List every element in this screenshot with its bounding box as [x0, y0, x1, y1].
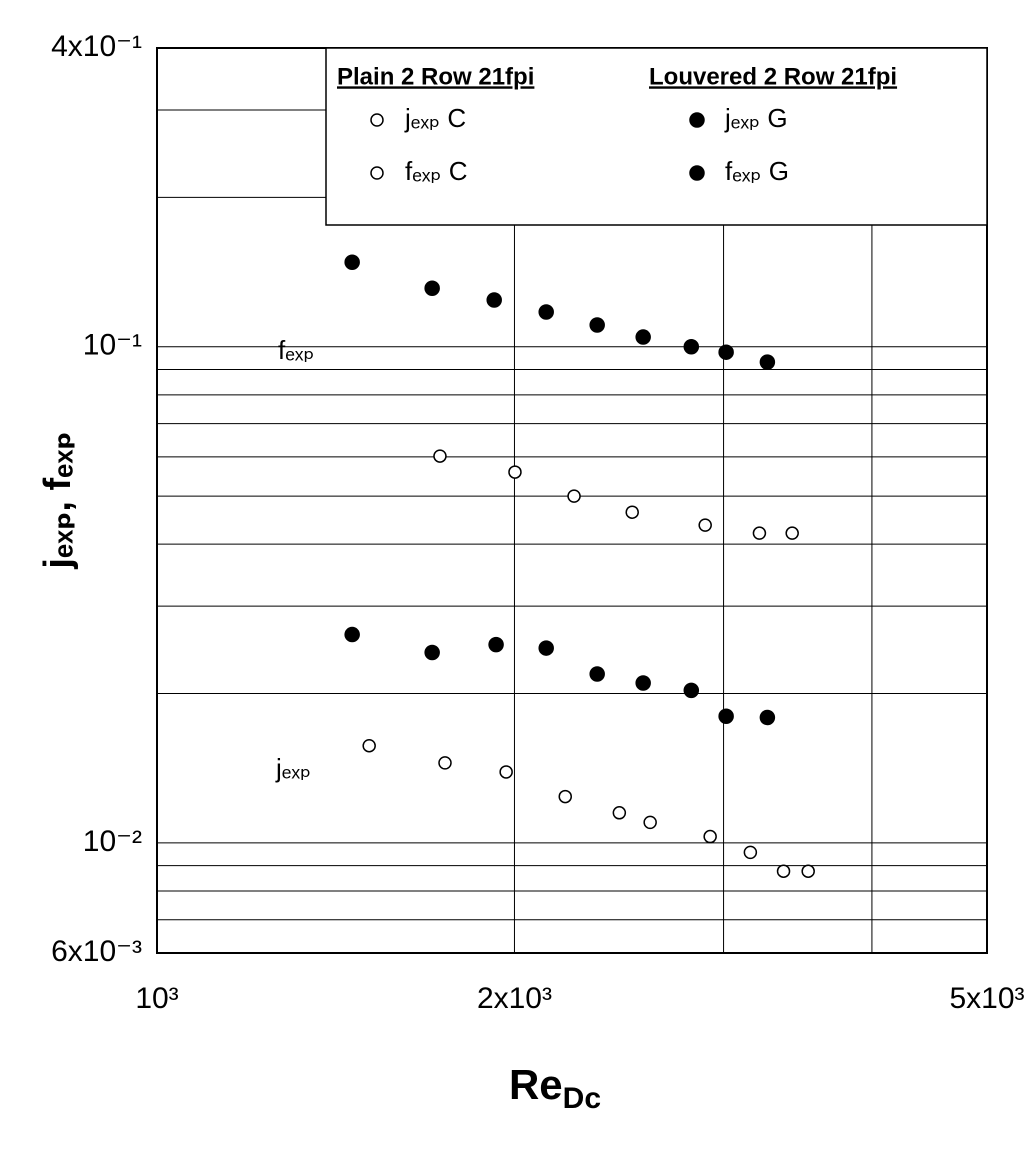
data-point [625, 505, 639, 519]
data-point [362, 738, 376, 753]
x-axis-label-main: Re [509, 1061, 563, 1108]
data-point [635, 329, 651, 345]
legend-label: fₑₓₚ G [725, 156, 789, 186]
y-tick-label: 6x10⁻³ [51, 935, 142, 968]
legend-box [325, 47, 988, 226]
data-point [759, 709, 776, 726]
annotation: jₑₓₚ [275, 753, 311, 783]
y-axis-label: jₑₓₚ, fₑₓₚ [37, 431, 79, 569]
x-tick-label: 5x10³ [949, 982, 1024, 1015]
x-axis-label: ReDc [509, 1061, 601, 1115]
data-point [589, 666, 605, 682]
x-axis-label-subscript: Dc [563, 1082, 601, 1115]
data-point [589, 317, 605, 333]
y-tick-label: 10⁻² [83, 825, 142, 858]
legend-title: Plain 2 Row 21fpi [337, 63, 534, 90]
data-point [344, 254, 360, 271]
y-tick-label: 4x10⁻¹ [51, 30, 142, 63]
annotation: fₑₓₚ [278, 335, 315, 365]
data-point [752, 526, 767, 540]
data-point [499, 765, 513, 779]
data-point [643, 815, 657, 830]
legend-marker [689, 165, 705, 181]
data-point [759, 354, 776, 370]
data-point [785, 526, 799, 540]
legend-marker [370, 166, 384, 180]
data-point [743, 845, 758, 860]
data-point [488, 636, 504, 653]
data-point [344, 626, 360, 643]
x-tick-label: 2x10³ [477, 982, 552, 1015]
data-point [718, 344, 734, 360]
legend-label: fₑₓₚ C [405, 156, 468, 186]
x-tick-label: 10³ [135, 982, 178, 1015]
data-point [683, 338, 700, 355]
data-point [683, 682, 700, 699]
data-point [424, 644, 440, 661]
legend-label: jₑₓₚ C [404, 103, 466, 133]
data-point [776, 864, 791, 878]
data-point [703, 829, 717, 844]
data-point [635, 675, 651, 691]
data-point [438, 756, 452, 770]
legend-label: jₑₓₚ G [724, 103, 788, 133]
data-point [612, 806, 627, 820]
legend-marker [370, 113, 384, 127]
data-point [538, 304, 554, 320]
data-point [801, 864, 815, 878]
data-point [558, 789, 573, 804]
y-tick-label: 10⁻¹ [83, 329, 142, 362]
data-point [718, 708, 734, 725]
data-point [538, 640, 554, 656]
data-point [698, 518, 712, 532]
legend-title: Louvered 2 Row 21fpi [649, 63, 897, 90]
data-point [424, 280, 440, 296]
data-point [486, 292, 502, 308]
legend-marker [689, 112, 705, 128]
data-point [567, 489, 581, 503]
data-point [433, 449, 447, 463]
data-point [508, 465, 522, 479]
